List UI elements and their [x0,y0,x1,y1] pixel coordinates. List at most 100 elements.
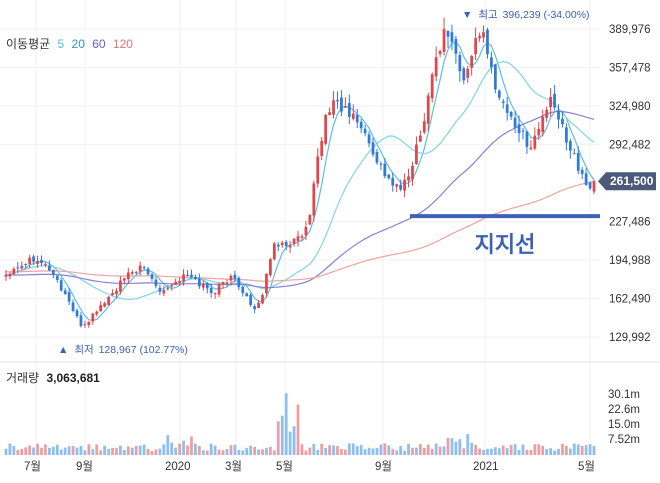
volume-bar [442,446,446,455]
candle-body [115,290,118,295]
volume-bar [399,446,403,455]
high-value: 396,239 (-34.00%) [503,9,590,21]
volume-bar [509,445,513,455]
volume-bar [79,445,83,455]
volume-bar [122,449,126,455]
support-line-label: 지지선 [475,232,536,257]
candle-body [411,165,414,180]
candle-body [174,281,178,285]
volume-bar [347,443,351,455]
candle-body [44,263,47,265]
candle-body [107,296,110,306]
candle-body [482,32,485,38]
volume-bar [379,444,383,455]
candle-body [355,114,359,123]
candle-body [186,274,189,276]
candle-body [205,283,209,289]
candle-body [296,236,300,242]
volume-bar [411,447,414,455]
candle-body [308,215,312,225]
candle-body [59,280,63,291]
candle-body [194,276,197,279]
x-tick-label: 2021 [473,461,499,473]
volume-bar [103,445,107,455]
candle-body [201,284,205,288]
candle-body [513,117,517,128]
candle-body [209,287,213,293]
volume-bar [513,444,517,455]
ma-legend-60: 60 [92,37,106,51]
candle-body [304,226,308,236]
volume-bar [71,445,75,455]
volume-bar [340,449,343,455]
candle-body [150,274,154,279]
candle-body [272,243,276,260]
candle-body [4,274,8,277]
volume-bar [324,447,328,455]
candle-body [454,38,458,54]
volume-bar [20,448,24,455]
candle-body [391,177,395,186]
volume-bar [426,444,430,455]
volume-bar [154,449,158,455]
volume-bar [4,448,8,455]
candle-body [438,50,442,55]
volume-bar [59,449,63,455]
candle-body [347,103,351,117]
candle-body [134,272,138,274]
volume-axis-label: 22.6m [608,404,640,416]
candle-body [284,241,288,247]
volume-bar [233,444,237,455]
candle-body [375,152,379,163]
volume-bar [320,443,324,455]
volume-bar [375,448,379,455]
volume-bar [134,445,138,455]
candle-body [71,302,75,311]
candle-body [363,128,367,134]
ma-120-line [5,180,595,282]
volume-bar [497,448,501,455]
volume-bar [213,445,217,455]
candle-body [336,100,339,102]
svg-text:이동평균 5 20 60: 이동평균 5 20 60 120 [6,37,133,51]
volume-bar [48,447,51,455]
y-tick-label: 389,976 [609,24,651,36]
volume-bar [115,448,118,455]
candle-body [474,38,478,55]
y-tick-label: 162,490 [609,294,651,306]
volume-bar [269,446,272,455]
volume-bar [221,450,225,455]
ma-legend: 이동평균 5 20 60 120 [6,37,133,51]
volume-bar [229,445,233,455]
candle-body [36,261,39,264]
volume-bar [178,443,182,455]
candle-body [533,135,537,149]
volume-bar [490,448,493,455]
volume-bar [434,443,438,455]
volume-bar [549,448,552,455]
candle-body [572,153,576,155]
volume-axis-label: 7.52m [608,434,640,446]
ma-5-line [5,41,595,321]
volume-bar [91,449,95,455]
volume-bar [63,447,67,455]
candle-body [541,116,545,133]
candle-body [371,142,375,155]
volume-bar [351,443,355,455]
candle-body [450,32,454,43]
y-tick-label: 324,980 [609,101,651,113]
candle-body [442,28,446,52]
candle-body [269,259,272,276]
moving-average-lines [5,41,595,321]
candle-body [146,268,150,275]
candle-body [525,131,529,147]
y-tick-label: 129,992 [609,332,651,344]
volume-bar [166,435,170,455]
candle-body [415,144,418,165]
candle-body [213,293,217,295]
candle-body [87,321,91,326]
candle-body [178,280,182,283]
candle-body [75,310,79,317]
